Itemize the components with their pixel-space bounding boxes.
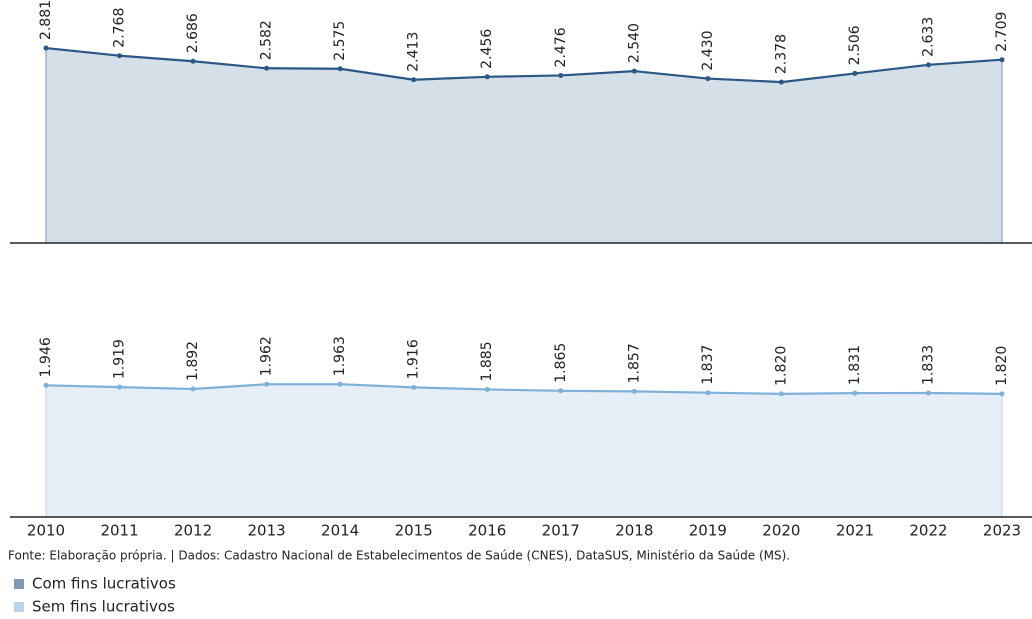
data-label: 2.476 [553,27,569,67]
data-label: 1.962 [259,336,275,376]
data-point [705,76,711,82]
data-point [190,386,196,392]
data-label: 2.540 [626,23,642,63]
x-tick-label: 2021 [836,522,874,540]
data-point [631,388,637,394]
data-point [999,57,1005,63]
x-tick-label: 2018 [615,522,653,540]
data-point [778,79,784,85]
x-tick-label: 2019 [689,522,727,540]
data-point [484,74,490,80]
data-label: 1.837 [700,345,716,385]
x-tick-label: 2014 [321,522,359,540]
data-label: 2.575 [332,21,348,61]
data-point [43,45,49,51]
data-label: 2.506 [847,25,863,65]
legend-swatch [14,602,24,612]
data-point [43,382,49,388]
x-tick-label: 2017 [542,522,580,540]
data-point [337,66,343,72]
data-label: 2.881 [38,0,54,40]
x-tick-label: 2012 [174,522,212,540]
series-line [45,383,1003,395]
data-label: 1.919 [112,339,128,379]
data-point [852,390,858,396]
data-label: 2.686 [185,13,201,53]
data-point [264,65,270,71]
data-label: 1.885 [479,341,495,381]
area-fill [45,383,1003,518]
data-point [852,70,858,76]
source-note: Fonte: Elaboração própria. | Dados: Cada… [8,549,790,563]
x-tick-label: 2015 [395,522,433,540]
data-label: 1.892 [185,341,201,381]
data-point [117,384,123,390]
data-point [778,391,784,397]
data-point [190,58,196,64]
data-point [337,381,343,387]
data-label: 1.833 [920,345,936,385]
x-tick-label: 2013 [248,522,286,540]
data-point [117,53,123,59]
data-point [558,388,564,394]
data-label: 2.709 [994,12,1010,52]
x-tick-label: 2016 [468,522,506,540]
data-label: 2.413 [406,32,422,72]
data-label: 1.820 [773,346,789,386]
data-point [411,77,417,83]
data-point [705,390,711,396]
data-label: 1.963 [332,336,348,376]
data-point [264,381,270,387]
area-fill [45,47,1003,244]
legend-label: Com fins lucrativos [32,575,176,593]
data-label: 1.865 [553,343,569,383]
data-point [411,384,417,390]
legend-swatch [14,579,24,589]
x-tick-label: 2020 [762,522,800,540]
x-tick-label: 2011 [100,522,138,540]
data-point [484,386,490,392]
data-point [631,68,637,74]
data-label: 2.378 [773,34,789,74]
data-label: 2.582 [259,20,275,60]
data-label: 2.633 [920,17,936,57]
x-tick-label: 2010 [27,522,65,540]
legend-label: Sem fins lucrativos [32,598,175,616]
data-label: 1.946 [38,337,54,377]
x-tick-label: 2023 [983,522,1021,540]
data-label: 1.820 [994,346,1010,386]
data-point [925,62,931,68]
x-tick-label: 2022 [909,522,947,540]
data-label: 2.430 [700,30,716,70]
data-point [999,391,1005,397]
data-label: 2.768 [112,8,128,48]
data-label: 2.456 [479,29,495,69]
data-point [925,390,931,396]
data-point [558,72,564,78]
data-label: 1.857 [626,343,642,383]
data-label: 1.916 [406,339,422,379]
series-line [45,46,1003,84]
data-label: 1.831 [847,345,863,385]
